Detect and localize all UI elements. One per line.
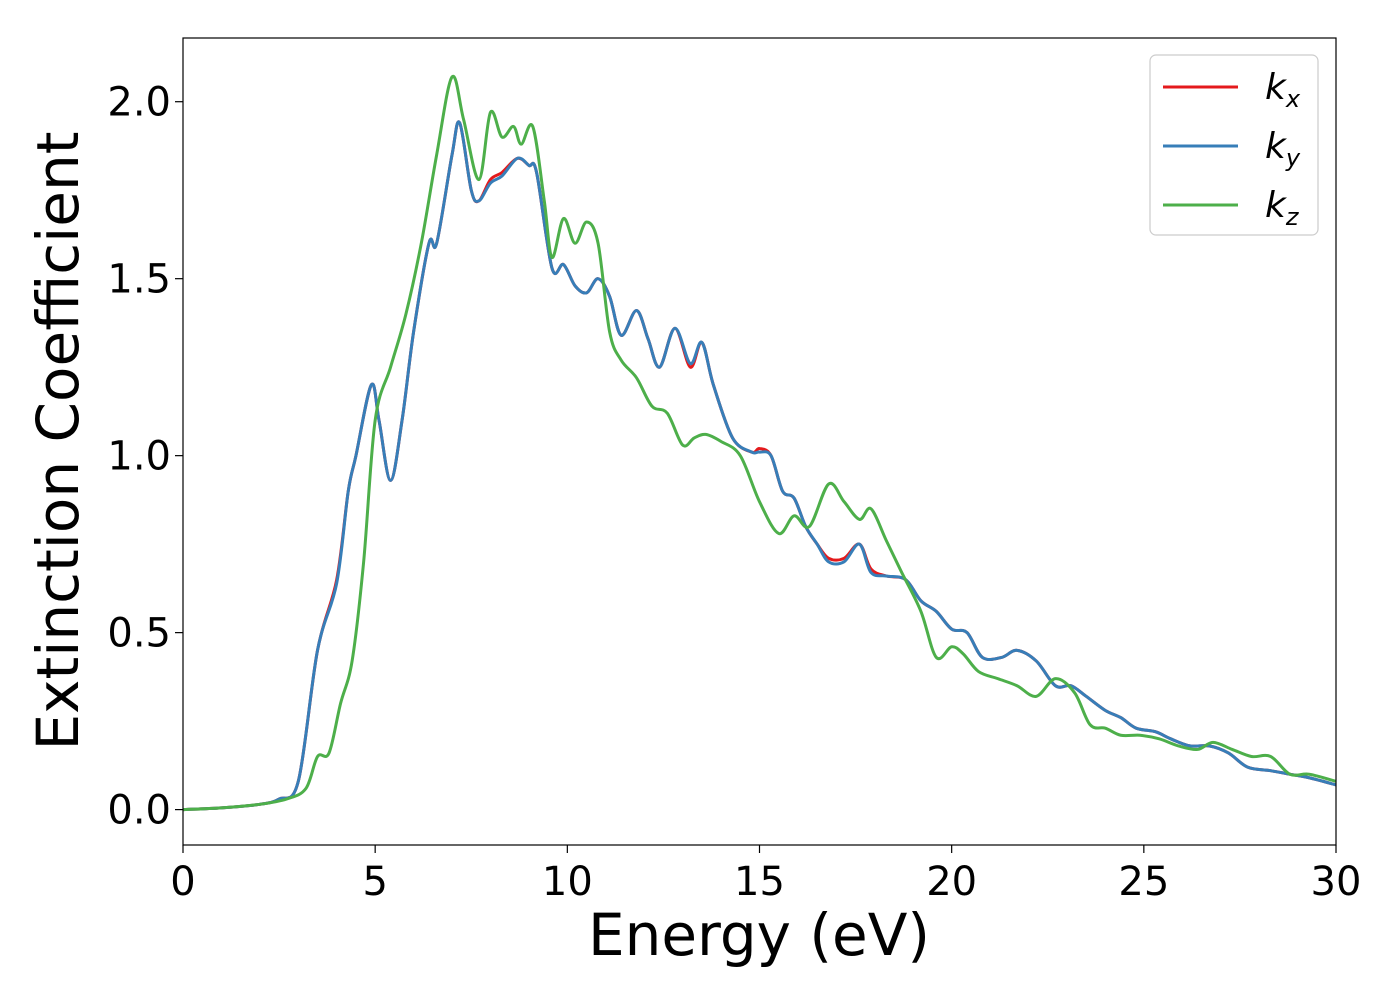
y-tick-label: 2.0 (107, 80, 171, 126)
x-tick-label: 25 (1118, 859, 1169, 905)
x-tick-label: 15 (734, 859, 785, 905)
series-line-ky (183, 120, 1336, 812)
x-axis: 0 5 10 15 20 25 30 (170, 845, 1361, 905)
y-tick-label: 0.0 (107, 788, 171, 834)
x-axis-title: Energy (eV) (588, 901, 930, 969)
plot-area (183, 74, 1336, 812)
x-tick-label: 0 (170, 859, 195, 905)
legend-label-ky: ky (1265, 126, 1301, 172)
x-tick-label: 20 (926, 859, 977, 905)
y-axis: 0.0 0.5 1.0 1.5 2.0 (107, 80, 183, 834)
series-layer (183, 74, 1336, 812)
y-axis-title: Extinction Coefficient (24, 132, 92, 751)
legend: kx ky kz (1149, 54, 1319, 236)
y-tick-label: 0.5 (107, 611, 171, 657)
x-tick-label: 5 (362, 859, 387, 905)
legend-label-kz: kz (1265, 185, 1300, 231)
series-line-kz (183, 74, 1336, 812)
y-tick-label: 1.5 (107, 257, 171, 303)
y-tick-label: 1.0 (107, 434, 171, 480)
x-tick-label: 10 (542, 859, 593, 905)
legend-label-kx: kx (1265, 67, 1301, 113)
x-tick-label: 30 (1311, 859, 1362, 905)
